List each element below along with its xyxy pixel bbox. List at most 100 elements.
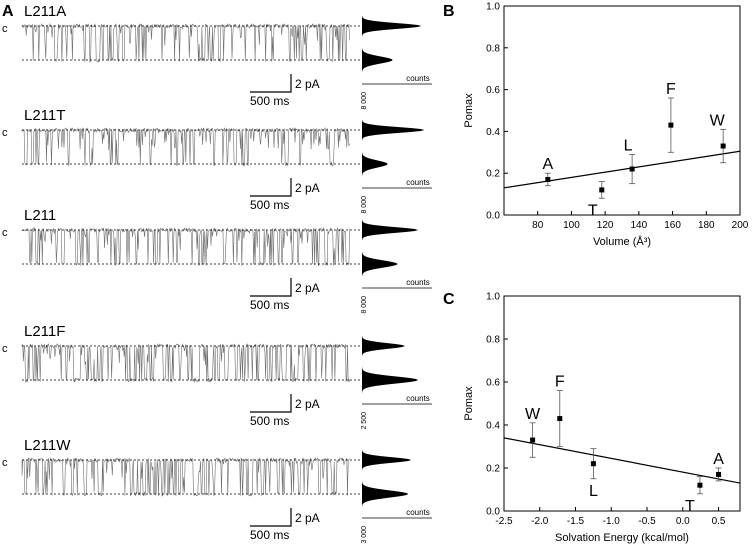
closed-level-marker: c — [2, 343, 8, 355]
fit-line — [503, 437, 741, 484]
scale-time-label: 500 ms — [250, 94, 289, 108]
scale-time-label: 500 ms — [250, 298, 289, 312]
histogram-max-label: 8 000 — [361, 296, 368, 314]
closed-level-marker: c — [2, 23, 8, 35]
panel-label-a: A — [2, 3, 14, 20]
current-trace — [21, 343, 350, 383]
trace-row: L211A c 8 000 counts 2 pA 500 ms — [2, 3, 432, 110]
scale-bar — [250, 508, 292, 527]
y-tick-label: 1.0 — [486, 2, 500, 13]
histogram-max-label: 8 000 — [361, 92, 368, 110]
y-axis-label: Pomax — [463, 93, 475, 128]
y-tick-label: 0.8 — [486, 335, 500, 346]
data-point — [697, 482, 703, 488]
y-axis-label: Pomax — [463, 386, 475, 421]
x-tick-label: 0.5 — [712, 516, 726, 527]
x-axis-label: Volume (Å³) — [593, 235, 651, 248]
closed-level-marker: c — [2, 227, 8, 239]
histogram-counts-label: counts — [406, 508, 430, 517]
panel-c-solvation-chart: C -2.5 -2.0 -1.5 -1.0 -0.5 0.0 0.5 0.0 0.2 0.4 0.6… — [443, 291, 741, 544]
data-point-label: L — [624, 137, 633, 154]
trace-row: L211 c 8 000 counts 2 pA 500 ms — [2, 207, 432, 314]
y-tick-label: 0.4 — [486, 421, 500, 432]
histogram-counts-label: counts — [406, 278, 430, 287]
amplitude-histogram — [362, 10, 422, 76]
y-tick-label: 0.0 — [486, 211, 500, 222]
closed-level-marker: c — [2, 457, 8, 469]
scale-bar — [250, 394, 292, 413]
x-tick-label: 120 — [597, 220, 614, 231]
data-point — [629, 166, 635, 172]
current-trace — [21, 457, 350, 497]
y-tick-label: 0.2 — [486, 464, 500, 475]
amplitude-histogram — [362, 114, 425, 180]
scale-time-label: 500 ms — [250, 528, 289, 542]
x-tick-label: 180 — [698, 220, 715, 231]
x-tick-label: 100 — [563, 220, 580, 231]
scale-bar — [250, 278, 292, 297]
trace-name: L211A — [24, 3, 66, 20]
amplitude-histogram — [362, 444, 412, 510]
data-point-label: A — [542, 156, 553, 173]
data-point-label: W — [710, 112, 726, 129]
scale-bar — [250, 178, 292, 197]
data-point-label: W — [525, 406, 541, 423]
x-tick-label: -1.0 — [603, 516, 621, 527]
x-tick-label: 0.0 — [676, 516, 690, 527]
histogram-max-label: 2 500 — [361, 412, 368, 430]
trace-row: L211W c 3 000 counts 2 pA 500 ms — [2, 437, 432, 544]
panel-a: A L211A c 8 000 counts 2 pA 500 ms L211T c 8 000… — [2, 3, 432, 544]
trace-name: L211W — [24, 437, 71, 454]
x-axis-label: Solvation Energy (kcal/mol) — [555, 532, 689, 544]
data-point — [545, 176, 551, 182]
data-point-label: T — [685, 498, 695, 515]
x-tick-label: -1.5 — [567, 516, 585, 527]
y-tick-label: 0.2 — [486, 169, 500, 180]
current-trace — [21, 226, 350, 267]
histogram-max-label: 3 000 — [361, 526, 368, 544]
trace-row: L211F c 2 500 counts 2 pA 500 ms — [2, 323, 432, 430]
y-tick-label: 0.8 — [486, 43, 500, 54]
trace-row: L211T c 8 000 counts 2 pA 500 ms — [2, 107, 432, 214]
scale-current-label: 2 pA — [295, 77, 320, 91]
trace-name: L211F — [24, 323, 65, 340]
trace-name: L211T — [24, 107, 65, 124]
data-point — [668, 122, 674, 128]
x-tick-label: 200 — [732, 220, 749, 231]
histogram-counts-label: counts — [406, 178, 430, 187]
fit-line — [503, 150, 741, 189]
current-trace — [21, 22, 350, 63]
data-point — [716, 471, 722, 477]
trace-name: L211 — [24, 207, 56, 224]
amplitude-histogram — [362, 214, 419, 280]
x-tick-label: -2.0 — [531, 516, 549, 527]
data-point-label: L — [589, 483, 598, 500]
scale-current-label: 2 pA — [295, 181, 320, 195]
x-tick-label: -2.5 — [495, 516, 513, 527]
plot-frame — [503, 5, 741, 216]
histogram-counts-label: counts — [406, 74, 430, 83]
data-point — [530, 437, 536, 443]
panel-label-c: C — [443, 291, 455, 308]
amplitude-histogram — [362, 330, 419, 396]
y-tick-label: 0.6 — [486, 85, 500, 96]
x-tick-label: -0.5 — [638, 516, 656, 527]
x-tick-label: 140 — [631, 220, 648, 231]
scale-bar — [250, 74, 292, 93]
data-point-label: A — [713, 451, 724, 468]
plot-frame — [503, 295, 741, 512]
scale-current-label: 2 pA — [295, 511, 320, 525]
data-point — [720, 143, 726, 149]
current-trace — [21, 127, 350, 167]
scale-current-label: 2 pA — [295, 281, 320, 295]
y-tick-label: 0.6 — [486, 378, 500, 389]
scale-current-label: 2 pA — [295, 397, 320, 411]
scale-time-label: 500 ms — [250, 414, 289, 428]
x-tick-label: 80 — [532, 220, 544, 231]
data-point — [599, 187, 605, 193]
data-point-label: F — [555, 374, 565, 391]
x-tick-label: 160 — [664, 220, 681, 231]
data-point-label: T — [588, 202, 598, 219]
scale-time-label: 500 ms — [250, 198, 289, 212]
